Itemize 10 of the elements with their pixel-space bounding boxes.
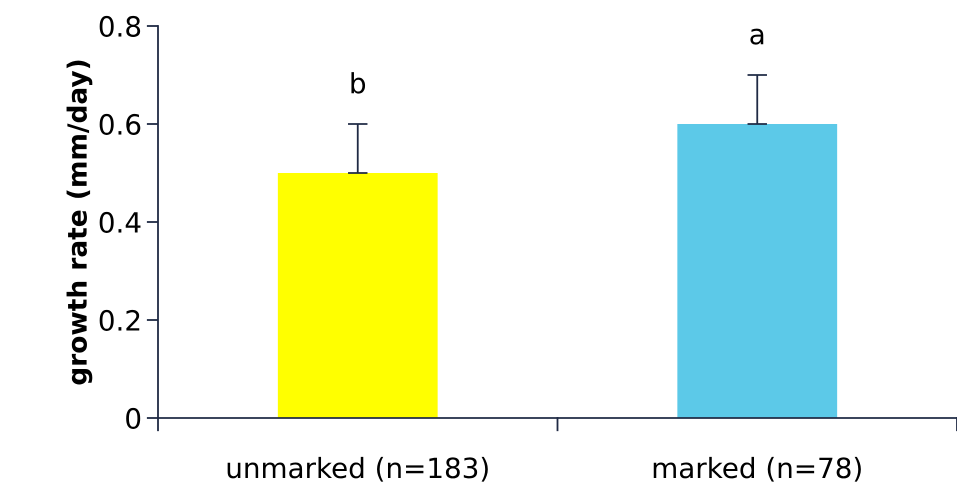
annotation: b xyxy=(351,72,366,94)
y-tick-label: 0.4 xyxy=(100,212,140,233)
annotation: a xyxy=(750,28,764,45)
y-axis-title: growth rate (mm/day) xyxy=(66,60,92,384)
y-tick-label: 0.6 xyxy=(100,114,140,135)
x-tick-label: marked (n=78) xyxy=(654,456,861,482)
x-tick-label: unmarked (n=183) xyxy=(228,456,488,482)
y-tick-label: 0.8 xyxy=(100,16,140,37)
y-tick-label: 0.2 xyxy=(100,310,140,331)
y-tick-label: 0 xyxy=(126,408,140,429)
